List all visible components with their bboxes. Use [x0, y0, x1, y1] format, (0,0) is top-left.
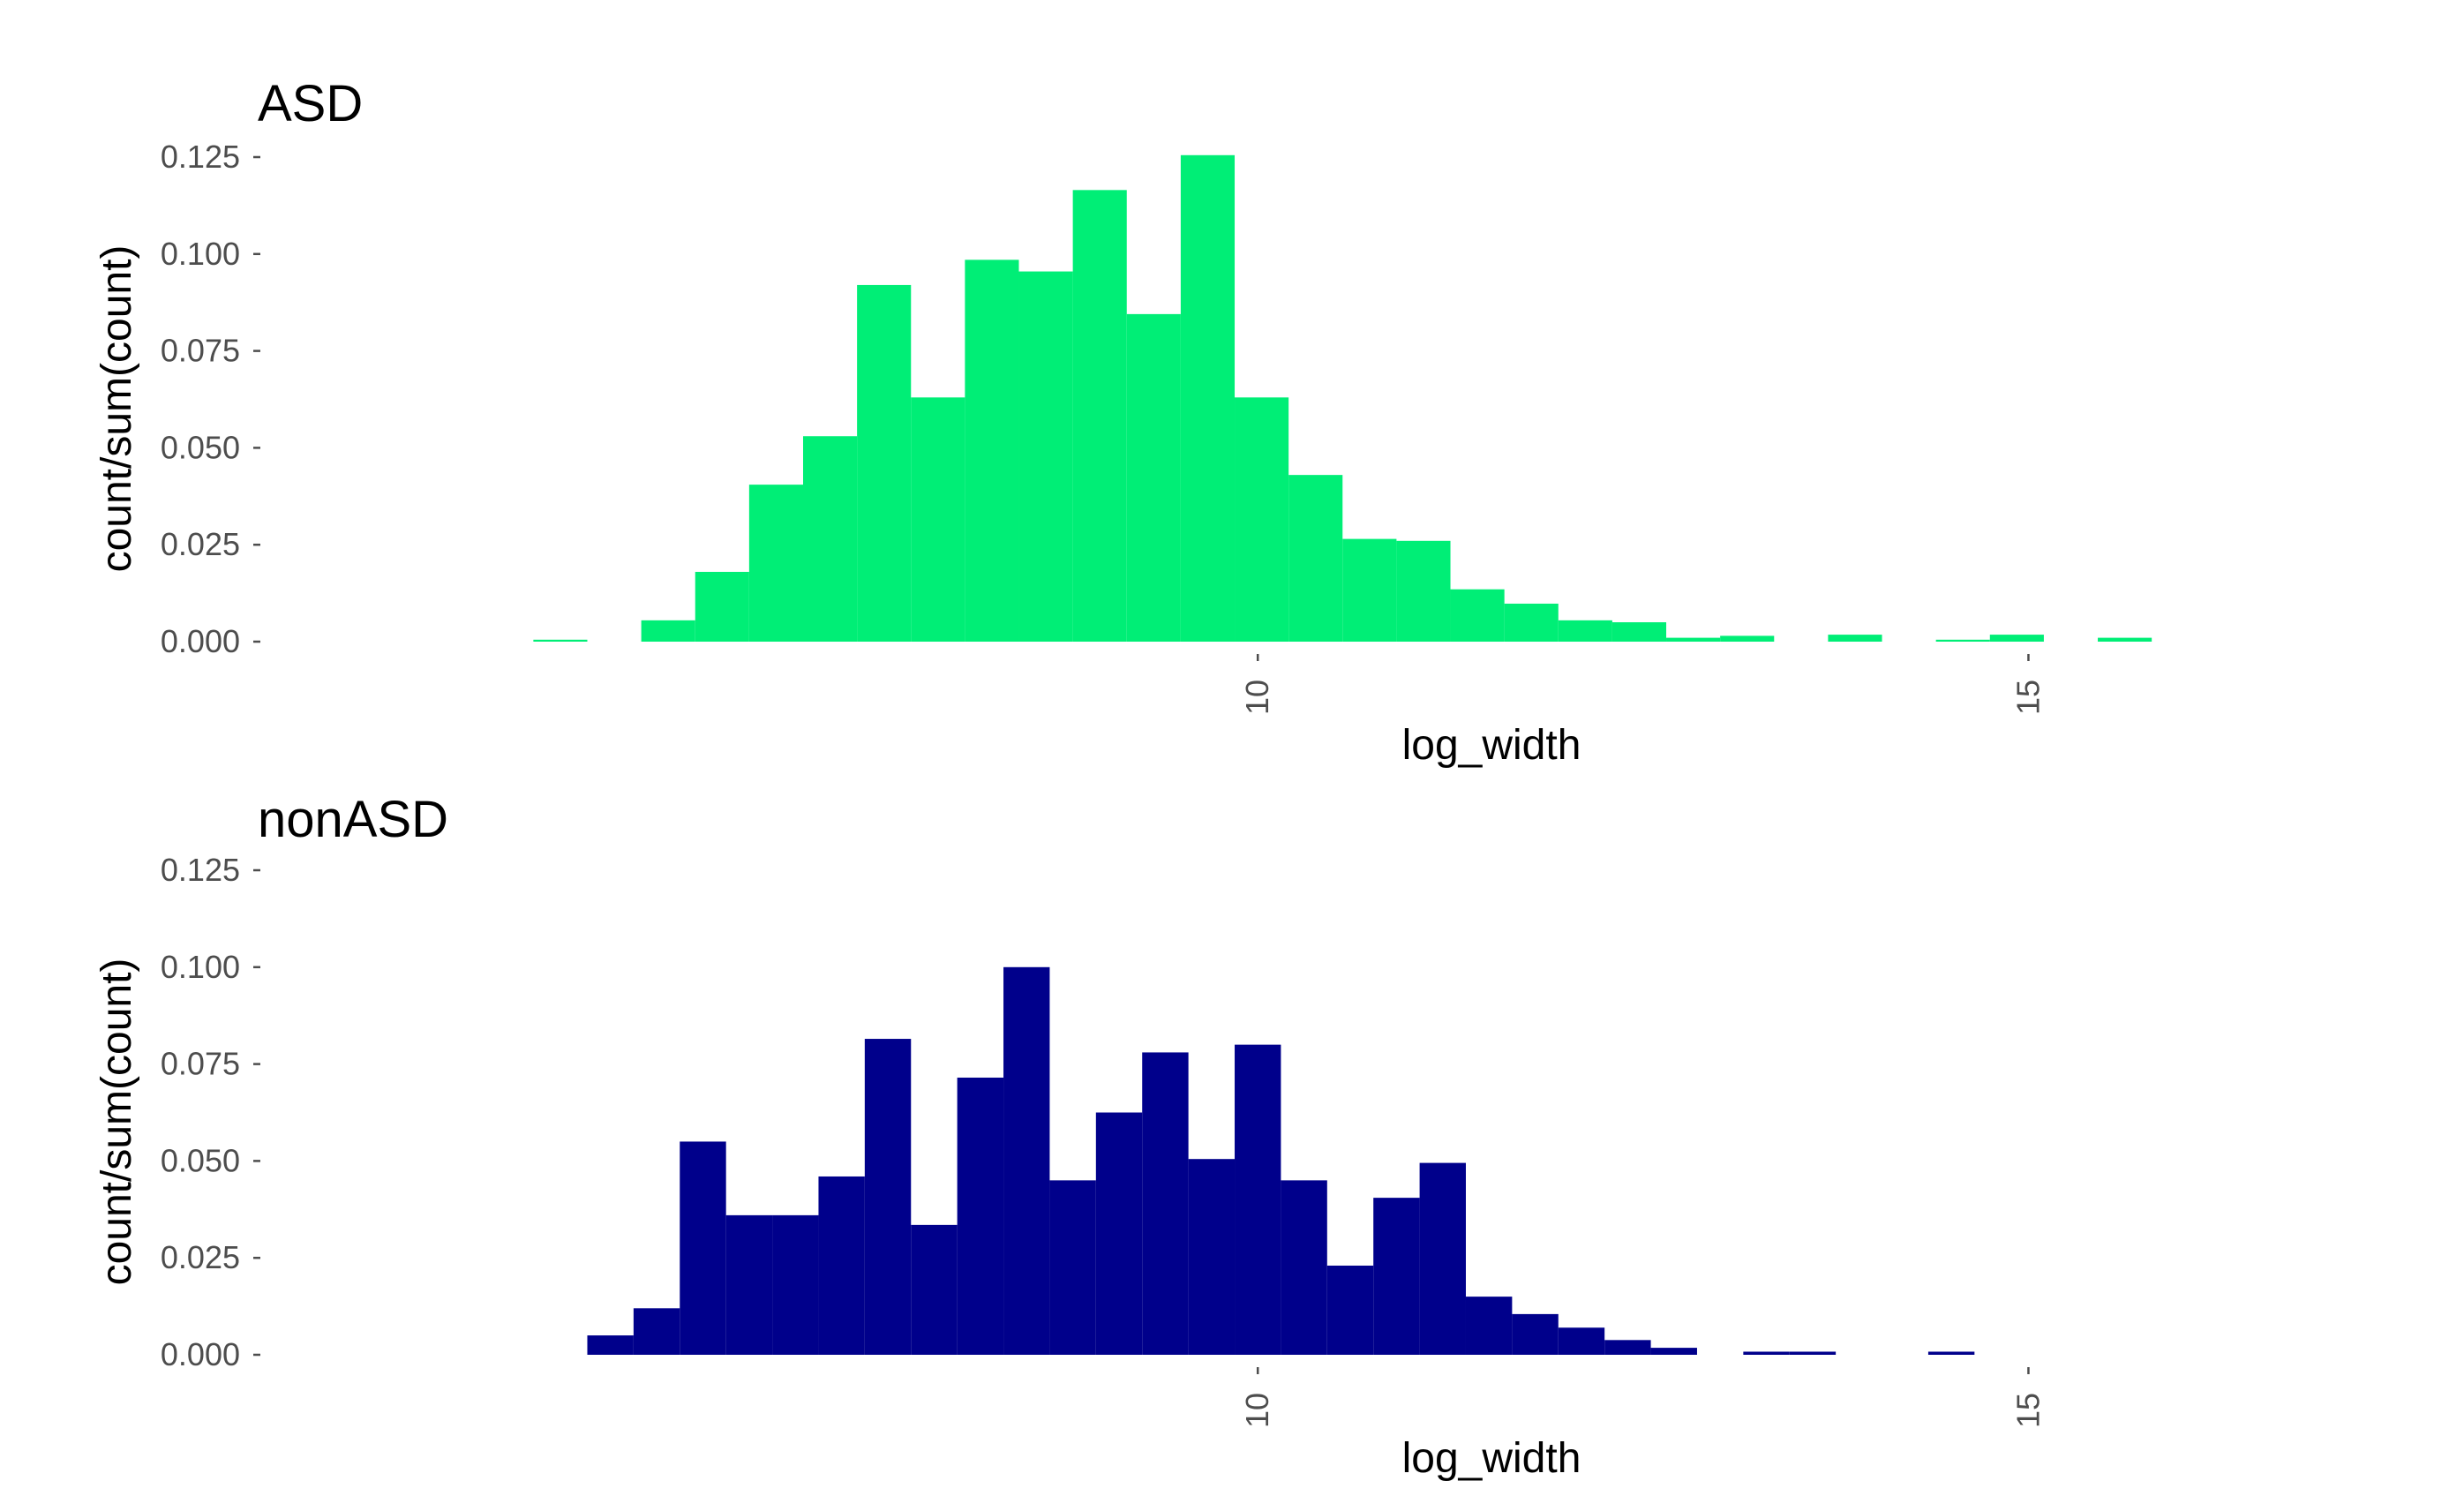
histogram-bar — [1235, 1044, 1281, 1355]
y-tick-label: 0.025 — [161, 1239, 240, 1275]
histogram-bar — [803, 436, 858, 642]
y-tick-label: 0.050 — [161, 1142, 240, 1178]
histogram-bar — [911, 1224, 958, 1355]
y-tick-label: 0.125 — [161, 139, 240, 175]
histogram-bar — [1281, 1180, 1327, 1355]
chart-title: ASD — [258, 75, 363, 132]
histogram-bar — [1396, 540, 1451, 642]
histogram-bar — [1142, 1052, 1189, 1355]
histogram-bar — [1018, 271, 1073, 642]
histogram-bar — [1180, 154, 1236, 642]
histogram-bar — [1288, 475, 1343, 642]
y-tick-label: 0.100 — [161, 949, 240, 985]
histogram-bar — [1989, 635, 2044, 642]
histogram-bar — [1935, 639, 1990, 642]
x-tick-label: 10 — [1239, 1393, 1275, 1428]
x-axis-title: log_width — [1402, 722, 1581, 769]
histogram-bar — [965, 259, 1019, 642]
x-tick-label: 15 — [2010, 1393, 2046, 1428]
y-tick-label: 0.100 — [161, 236, 240, 272]
histogram-bar — [864, 1039, 912, 1355]
histogram-bar — [772, 1214, 819, 1355]
x-axis-title: log_width — [1402, 1435, 1581, 1482]
histogram-bar — [1604, 1340, 1651, 1355]
histogram-bar — [857, 284, 912, 642]
histogram-bar — [1743, 1351, 1790, 1355]
histogram-bar — [1512, 1313, 1559, 1355]
y-tick-label: 0.025 — [161, 526, 240, 562]
chart-panel-asd: ASD 0.000 0.025 0.050 0.075 0.100 0.125 count/s… — [94, 75, 2152, 769]
x-tick-label: 15 — [2010, 680, 2046, 715]
histogram-bar — [911, 397, 965, 642]
chart-panel-nonasd: nonASD 0.000 0.025 0.050 0.075 0.100 0.125 coun… — [94, 791, 2046, 1482]
histogram-bar — [957, 1077, 1004, 1355]
histogram-bar — [1072, 190, 1127, 642]
histogram-bar — [1450, 589, 1505, 642]
histogram-bar — [1927, 1351, 1975, 1355]
histogram-bar — [1789, 1351, 1837, 1355]
histogram-bar — [1666, 637, 1721, 642]
histogram-bar — [1465, 1297, 1513, 1355]
histogram-bar — [1326, 1265, 1374, 1355]
histogram-bar — [1049, 1180, 1096, 1355]
histogram-bar — [1828, 635, 1882, 642]
histogram-bar — [818, 1176, 865, 1355]
histogram-bar — [587, 1335, 634, 1355]
histogram-bar — [1342, 538, 1397, 642]
histogram-bar — [1558, 620, 1612, 642]
histogram-bar — [1235, 397, 1289, 642]
histogram-bar — [2098, 637, 2152, 642]
y-tick-label: 0.125 — [161, 852, 240, 888]
histogram-bar — [1003, 966, 1050, 1355]
y-tick-label: 0.000 — [161, 1336, 240, 1372]
histogram-bar — [1504, 603, 1559, 642]
y-tick-label: 0.050 — [161, 429, 240, 465]
histogram-bar — [1650, 1348, 1697, 1355]
bars — [533, 154, 2152, 642]
histogram-bar — [1188, 1159, 1236, 1355]
histogram-bar — [1095, 1112, 1143, 1355]
x-tick-label: 10 — [1239, 680, 1275, 715]
bars — [587, 966, 1975, 1355]
y-axis-title: count/sum(count) — [94, 958, 140, 1286]
histogram-bar — [633, 1308, 680, 1355]
histogram-bar — [695, 571, 749, 642]
histogram-bar — [1126, 313, 1181, 642]
histogram-bar — [1558, 1327, 1605, 1355]
histogram-bar — [680, 1141, 726, 1355]
histogram-bar — [1611, 622, 1667, 642]
histogram-bar — [533, 639, 588, 642]
histogram-bar — [1720, 635, 1775, 642]
chart-title: nonASD — [258, 791, 448, 848]
histogram-bar — [1419, 1162, 1466, 1355]
histogram-bar — [725, 1214, 773, 1355]
y-tick-label: 0.075 — [161, 1046, 240, 1082]
y-axis-title: count/sum(count) — [94, 245, 140, 573]
y-tick-label: 0.075 — [161, 333, 240, 369]
y-tick-label: 0.000 — [161, 623, 240, 659]
histogram-bar — [641, 620, 695, 642]
histogram-bar — [748, 485, 803, 642]
histogram-bar — [1373, 1198, 1420, 1355]
